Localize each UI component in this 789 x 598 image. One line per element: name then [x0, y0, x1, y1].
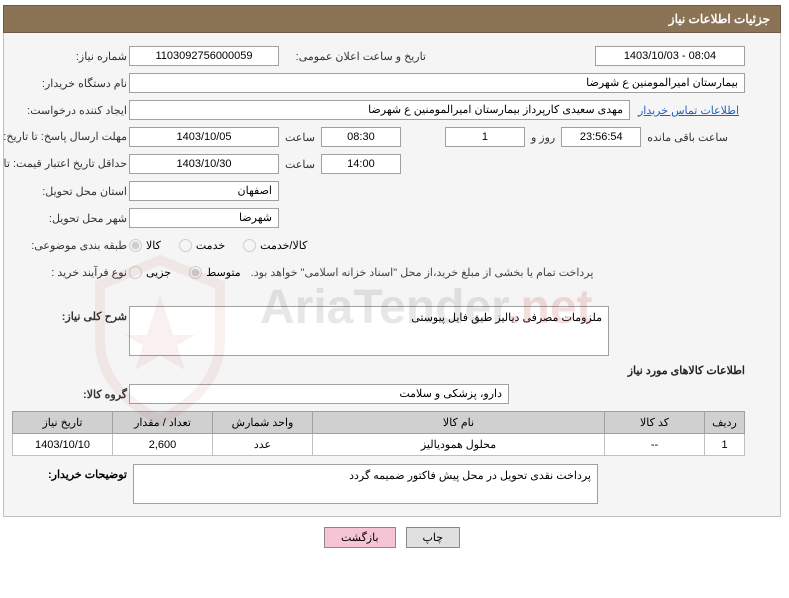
field-days-left: 1	[445, 127, 525, 147]
field-buyer-notes: پرداخت نقدی تحویل در محل پیش فاکتور ضمیم…	[133, 464, 598, 504]
radio-service[interactable]: خدمت	[179, 239, 225, 252]
cell-code: --	[605, 434, 705, 456]
field-buyer-org: بیمارستان امیرالمومنین ع شهرضا	[129, 73, 745, 93]
th-code: کد کالا	[605, 412, 705, 434]
field-deadline-date: 1403/10/05	[129, 127, 279, 147]
field-deadline-hour: 08:30	[321, 127, 401, 147]
label-need-no: شماره نیاز:	[12, 50, 127, 63]
label-goods-group: گروه کالا:	[12, 388, 127, 401]
field-requester: مهدی سعیدی کارپرداز بیمارستان امیرالمومن…	[129, 100, 630, 120]
cell-row: 1	[705, 434, 745, 456]
goods-table: ردیف کد کالا نام کالا واحد شمارش تعداد /…	[12, 411, 745, 456]
field-goods-group: دارو، پزشکی و سلامت	[129, 384, 509, 404]
field-summary: ملزومات مصرفی دیالیز طبق فایل پیوستی	[129, 306, 609, 356]
label-deadline: مهلت ارسال پاسخ: تا تاریخ:	[12, 132, 127, 143]
goods-info-heading: اطلاعات کالاهای مورد نیاز	[12, 364, 745, 377]
label-process: نوع فرآیند خرید :	[12, 266, 127, 279]
field-time-left: 23:56:54	[561, 127, 641, 147]
table-row: 1 -- محلول همودیالیز عدد 2,600 1403/10/1…	[13, 434, 745, 456]
label-requester: ایجاد کننده درخواست:	[12, 104, 127, 117]
details-panel: شماره نیاز: 1103092756000059 تاریخ و ساع…	[3, 33, 781, 517]
label-province: استان محل تحویل:	[12, 185, 127, 198]
th-qty: تعداد / مقدار	[113, 412, 213, 434]
label-summary: شرح کلی نیاز:	[12, 306, 127, 323]
th-unit: واحد شمارش	[213, 412, 313, 434]
label-announce-date: تاریخ و ساعت اعلان عمومی:	[281, 50, 426, 63]
cell-name: محلول همودیالیز	[313, 434, 605, 456]
cell-unit: عدد	[213, 434, 313, 456]
label-buyer-org: نام دستگاه خریدار:	[12, 77, 127, 90]
field-need-no: 1103092756000059	[129, 46, 279, 66]
field-announce-date: 1403/10/03 - 08:04	[595, 46, 745, 66]
label-hour-1: ساعت	[281, 131, 319, 144]
cell-date: 1403/10/10	[13, 434, 113, 456]
label-remaining: ساعت باقی مانده	[643, 131, 732, 144]
process-radio-group: جزیی متوسط	[129, 266, 249, 279]
print-button[interactable]: چاپ	[406, 527, 461, 548]
field-validity-date: 1403/10/30	[129, 154, 279, 174]
th-name: نام کالا	[313, 412, 605, 434]
label-hour-2: ساعت	[281, 158, 319, 171]
label-buyer-notes: توضیحات خریدار:	[12, 464, 127, 481]
radio-goods[interactable]: کالا	[129, 239, 161, 252]
label-day-and: روز و	[527, 131, 559, 144]
label-category: طبقه بندی موضوعی:	[12, 239, 127, 252]
radio-medium[interactable]: متوسط	[189, 266, 241, 279]
payment-note: پرداخت تمام یا بخشی از مبلغ خرید،از محل …	[251, 266, 614, 279]
label-validity: حداقل تاریخ اعتبار قیمت: تا تاریخ:	[12, 159, 127, 170]
cell-qty: 2,600	[113, 434, 213, 456]
buyer-contact-link[interactable]: اطلاعات تماس خریدار	[632, 104, 745, 117]
radio-partial[interactable]: جزیی	[129, 266, 171, 279]
th-date: تاریخ نیاز	[13, 412, 113, 434]
back-button[interactable]: بازگشت	[324, 527, 396, 548]
label-city: شهر محل تحویل:	[12, 212, 127, 225]
th-row: ردیف	[705, 412, 745, 434]
panel-title: جزئیات اطلاعات نیاز	[3, 5, 781, 33]
field-province: اصفهان	[129, 181, 279, 201]
radio-goods-service[interactable]: کالا/خدمت	[243, 239, 307, 252]
field-city: شهرضا	[129, 208, 279, 228]
field-validity-hour: 14:00	[321, 154, 401, 174]
category-radio-group: کالا خدمت کالا/خدمت	[129, 239, 315, 252]
